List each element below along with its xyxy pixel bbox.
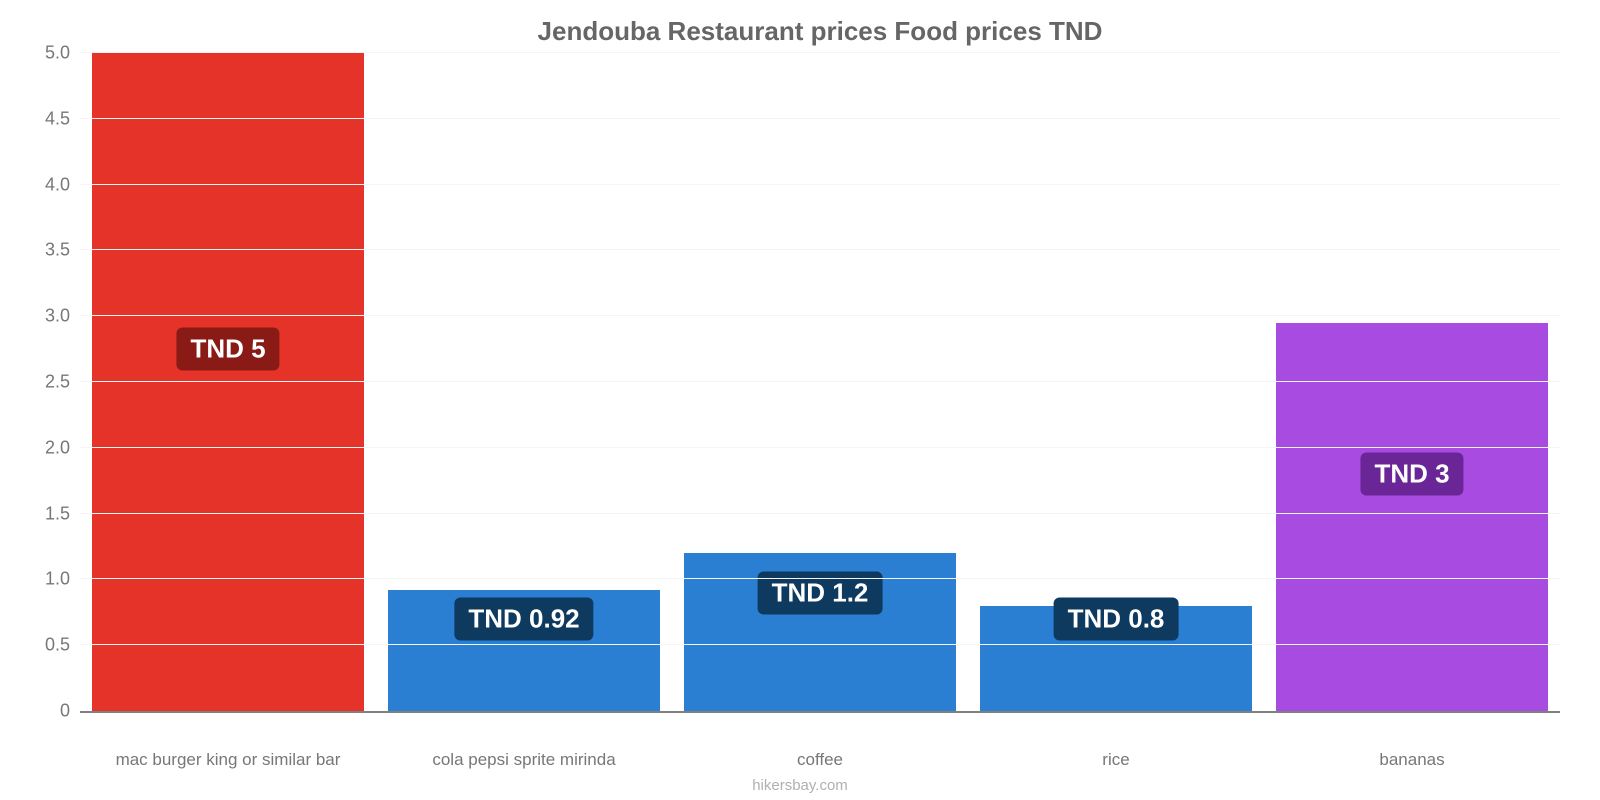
y-tick-label: 4.5: [45, 108, 70, 129]
grid-line: [80, 381, 1560, 382]
y-tick-label: 5.0: [45, 43, 70, 64]
grid-line: [80, 52, 1560, 53]
x-axis: mac burger king or similar barcola pepsi…: [80, 750, 1560, 770]
grid-line: [80, 118, 1560, 119]
y-tick-label: 4.0: [45, 174, 70, 195]
bar-slot: TND 1.2: [672, 53, 968, 711]
x-axis-label: rice: [968, 750, 1264, 770]
grid-line: [80, 513, 1560, 514]
y-tick-label: 0.5: [45, 635, 70, 656]
y-tick-label: 0: [60, 701, 70, 722]
y-tick-label: 3.5: [45, 240, 70, 261]
x-axis-label: mac burger king or similar bar: [80, 750, 376, 770]
grid-line: [80, 578, 1560, 579]
bar-slot: TND 0.8: [968, 53, 1264, 711]
grid-line: [80, 184, 1560, 185]
chart-title: Jendouba Restaurant prices Food prices T…: [80, 16, 1560, 47]
bar-slot: TND 0.92: [376, 53, 672, 711]
grid-line: [80, 447, 1560, 448]
grid-line: [80, 315, 1560, 316]
y-tick-label: 2.0: [45, 437, 70, 458]
bars-row: TND 5 TND 0.92 TND 1.2 TND 0.8 TND 3: [80, 53, 1560, 711]
attribution-text: hikersbay.com: [0, 777, 1600, 794]
x-axis-label: bananas: [1264, 750, 1560, 770]
grid-line: [80, 644, 1560, 645]
value-badge: TND 0.92: [454, 597, 593, 640]
value-badge: TND 5: [176, 328, 279, 371]
bar-slot: TND 5: [80, 53, 376, 711]
bar-slot: TND 3: [1264, 53, 1560, 711]
x-axis-label: coffee: [672, 750, 968, 770]
price-bar-chart: Jendouba Restaurant prices Food prices T…: [0, 0, 1600, 800]
y-tick-label: 1.5: [45, 503, 70, 524]
grid-line: [80, 249, 1560, 250]
bar: [92, 53, 364, 711]
y-tick-label: 1.0: [45, 569, 70, 590]
plot-area: TND 5TND 0.92TND 1.2TND 0.8TND 3 00.51.0…: [80, 53, 1560, 713]
y-tick-label: 3.0: [45, 306, 70, 327]
value-badge: TND 3: [1360, 453, 1463, 496]
y-tick-label: 2.5: [45, 372, 70, 393]
value-badge: TND 0.8: [1054, 597, 1179, 640]
x-axis-label: cola pepsi sprite mirinda: [376, 750, 672, 770]
